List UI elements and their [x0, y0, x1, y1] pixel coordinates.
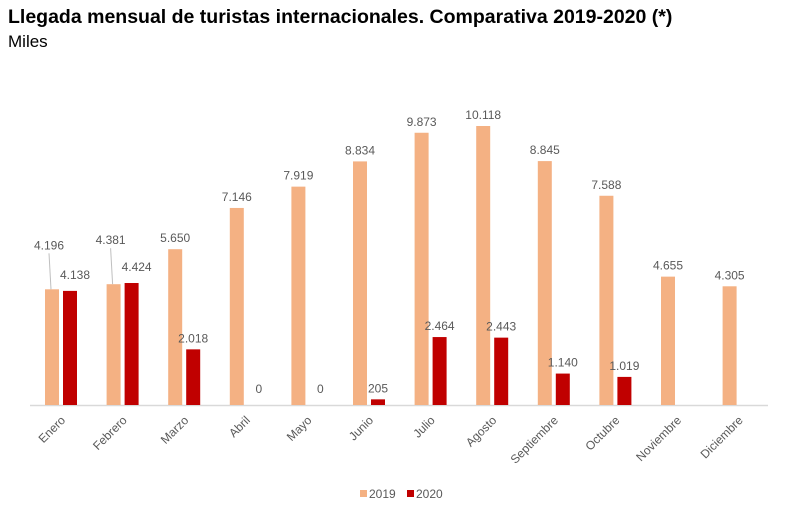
data-label-2019-marzo: 5.650: [160, 231, 190, 245]
bar-2020-julio: [432, 337, 447, 405]
data-label-2020-enero: 4.138: [60, 268, 90, 282]
data-label-2019-noviembre: 4.655: [653, 259, 683, 273]
x-tick-label: Mayo: [284, 413, 315, 444]
bar-2020-enero: [63, 290, 77, 405]
legend-swatch-2019: [360, 490, 367, 497]
data-label-2020-octubre: 1.019: [609, 359, 639, 373]
x-tick-label: Junio: [346, 413, 376, 443]
x-tick-label: Diciembre: [698, 413, 746, 461]
x-tick-label: Abril: [226, 413, 253, 440]
bar-2019-mayo: [291, 186, 306, 405]
data-label-2020-mayo: 0: [317, 382, 324, 396]
data-label-2020-agosto: 2.443: [486, 320, 516, 334]
bar-2019-julio: [414, 132, 429, 405]
data-label-2020-julio: 2.464: [425, 319, 455, 333]
bar-2019-enero: [45, 289, 59, 405]
data-label-2019-julio: 9.873: [407, 115, 437, 129]
x-tick-label: Enero: [36, 413, 69, 446]
data-label-2020-febrero: 4.424: [122, 260, 152, 274]
bar-2019-agosto: [476, 126, 491, 405]
data-label-2019-febrero: 4.381: [96, 233, 126, 247]
x-tick-label: Septiembre: [508, 413, 562, 467]
data-label-2020-septiembre: 1.140: [548, 356, 578, 370]
legend-swatch-2020: [407, 490, 414, 497]
x-tick-label: Julio: [410, 413, 438, 441]
bar-2019-junio: [353, 161, 367, 405]
x-tick-label: Octubre: [582, 413, 622, 453]
data-label-2019-septiembre: 8.845: [530, 143, 560, 157]
x-tick-label: Febrero: [90, 413, 130, 453]
bar-2020-junio: [371, 399, 385, 405]
legend-label-2020: 2020: [416, 487, 443, 501]
legend-label-2019: 2019: [369, 487, 396, 501]
data-label-2019-junio: 8.834: [345, 143, 375, 157]
data-label-2019-abril: 7.146: [222, 190, 252, 204]
data-label-2019-mayo: 7.919: [283, 169, 313, 183]
bar-2019-abril: [229, 207, 244, 405]
bar-2019-noviembre: [661, 276, 675, 405]
bar-2019-octubre: [599, 195, 614, 405]
bar-2019-diciembre: [722, 286, 737, 405]
data-label-2020-junio: 205: [368, 381, 388, 395]
bar-2020-febrero: [124, 283, 139, 405]
bar-2019-febrero: [106, 284, 121, 405]
bar-2019-marzo: [168, 249, 183, 405]
x-tick-label: Noviembre: [633, 413, 684, 464]
data-label-2020-abril: 0: [255, 382, 262, 396]
bar-2020-agosto: [494, 337, 509, 405]
leader-line: [110, 248, 114, 285]
data-label-2019-agosto: 10.118: [465, 108, 501, 122]
bar-2020-marzo: [186, 349, 201, 405]
x-tick-label: Agosto: [463, 413, 500, 450]
data-label-2019-enero: 4.196: [34, 238, 64, 252]
data-label-2019-octubre: 7.588: [591, 178, 621, 192]
bar-2019-septiembre: [537, 161, 552, 405]
x-tick-label: Marzo: [158, 413, 192, 447]
data-label-2020-marzo: 2.018: [178, 331, 208, 345]
leader-line: [48, 253, 52, 290]
bar-2020-octubre: [617, 376, 632, 405]
chart-subtitle: Miles: [8, 32, 48, 51]
chart-title: Llegada mensual de turistas internaciona…: [8, 6, 673, 28]
bar-2020-septiembre: [555, 373, 570, 405]
data-label-2019-diciembre: 4.305: [715, 268, 745, 282]
